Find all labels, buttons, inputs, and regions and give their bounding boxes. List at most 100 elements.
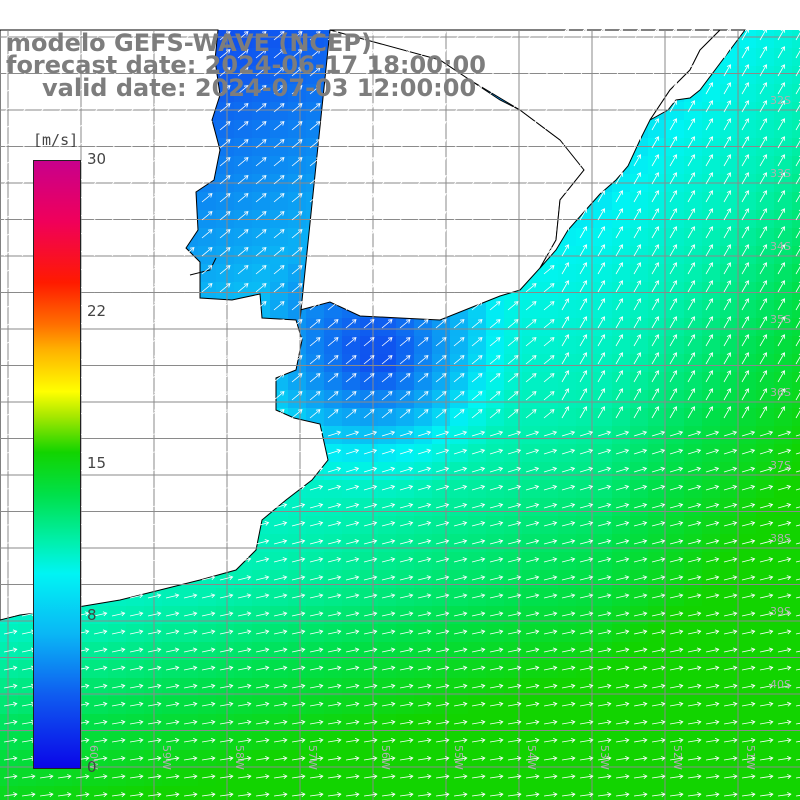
wind-arrow — [543, 466, 558, 473]
wind-arrow — [381, 301, 393, 311]
wind-arrow — [651, 575, 666, 581]
wind-arrow — [705, 316, 714, 329]
wind-arrow — [327, 756, 342, 761]
wind-arrow — [363, 265, 375, 275]
wind-arrow — [309, 337, 321, 347]
wind-arrow — [669, 370, 678, 383]
wind-arrow — [777, 64, 786, 77]
wind-arrow — [561, 406, 570, 419]
wind-arrow — [723, 466, 738, 473]
field-cell — [702, 336, 721, 355]
field-cell — [504, 372, 523, 391]
wind-arrow — [507, 629, 522, 635]
field-cell — [90, 660, 109, 679]
field-cell — [396, 786, 415, 800]
wind-arrow — [723, 629, 738, 635]
wind-arrow — [525, 521, 540, 527]
wind-arrow — [165, 430, 180, 437]
wind-arrow — [597, 647, 612, 653]
wind-arrow — [165, 175, 177, 185]
wind-arrow — [291, 139, 303, 149]
wind-arrow — [723, 136, 732, 149]
field-cell — [612, 786, 631, 800]
colorbar-tick: 0 — [87, 758, 97, 776]
wind-arrow — [237, 265, 249, 275]
field-cell — [576, 390, 595, 409]
wind-arrow — [669, 502, 684, 509]
field-cell — [540, 426, 559, 445]
field-cell — [504, 300, 523, 319]
wind-arrow — [597, 406, 606, 419]
field-cell — [342, 426, 361, 445]
wind-arrow — [255, 647, 270, 653]
field-cell — [594, 318, 613, 337]
wind-arrow — [561, 647, 576, 653]
wind-arrow — [255, 31, 267, 41]
wind-arrow — [777, 172, 786, 185]
wind-arrow — [615, 557, 630, 563]
field-cell — [720, 66, 739, 85]
wind-arrow — [381, 774, 396, 779]
wind-arrow — [201, 792, 216, 798]
field-cell — [450, 642, 469, 661]
wind-arrow — [363, 502, 378, 509]
wind-arrow — [525, 373, 537, 383]
wind-arrow — [435, 139, 447, 149]
wind-arrow — [507, 49, 519, 59]
wind-arrow — [777, 756, 792, 761]
field-cell — [216, 606, 235, 625]
field-cell — [666, 372, 685, 391]
field-cell — [180, 678, 199, 697]
wind-arrow — [651, 316, 660, 329]
wind-arrow — [111, 557, 126, 563]
field-cell — [612, 282, 631, 301]
field-cell — [396, 516, 415, 535]
field-cell — [468, 624, 487, 643]
wind-arrow — [759, 226, 768, 239]
field-cell — [360, 390, 379, 409]
field-cell — [252, 228, 271, 247]
wind-arrow — [201, 103, 213, 113]
field-cell — [504, 336, 523, 355]
wind-arrow — [507, 430, 522, 437]
field-cell — [630, 426, 649, 445]
wind-arrow — [435, 31, 447, 41]
field-cell — [126, 786, 145, 800]
wind-arrow — [435, 557, 450, 563]
wind-arrow — [3, 283, 15, 293]
field-cell — [414, 606, 433, 625]
field-cell — [306, 552, 325, 571]
wind-arrow — [615, 539, 630, 545]
field-cell — [774, 300, 793, 319]
wind-arrow — [327, 103, 339, 113]
wind-arrow — [687, 593, 702, 599]
wind-arrow — [183, 391, 195, 401]
wind-arrow — [21, 337, 33, 347]
field-cell — [270, 228, 289, 247]
field-cell — [306, 84, 325, 103]
wind-arrow — [165, 373, 177, 383]
wind-arrow — [453, 373, 465, 383]
field-cell — [684, 570, 703, 589]
field-cell — [306, 606, 325, 625]
field-cell — [594, 696, 613, 715]
wind-arrow — [309, 756, 324, 761]
wind-arrow — [111, 430, 126, 437]
wind-arrow — [597, 46, 606, 59]
wind-arrow — [435, 448, 450, 455]
wind-arrow — [327, 175, 339, 185]
field-cell — [702, 192, 721, 211]
wind-arrow — [453, 85, 465, 95]
wind-arrow — [687, 647, 702, 653]
wind-arrow — [435, 211, 447, 221]
field-cell — [468, 390, 487, 409]
wind-arrow — [165, 629, 180, 635]
field-cell — [324, 678, 343, 697]
wind-arrow — [291, 521, 306, 527]
wind-arrow — [381, 121, 393, 131]
wind-arrow — [525, 67, 537, 77]
wind-arrow — [525, 575, 540, 581]
field-cell — [648, 408, 667, 427]
field-cell — [306, 588, 325, 607]
